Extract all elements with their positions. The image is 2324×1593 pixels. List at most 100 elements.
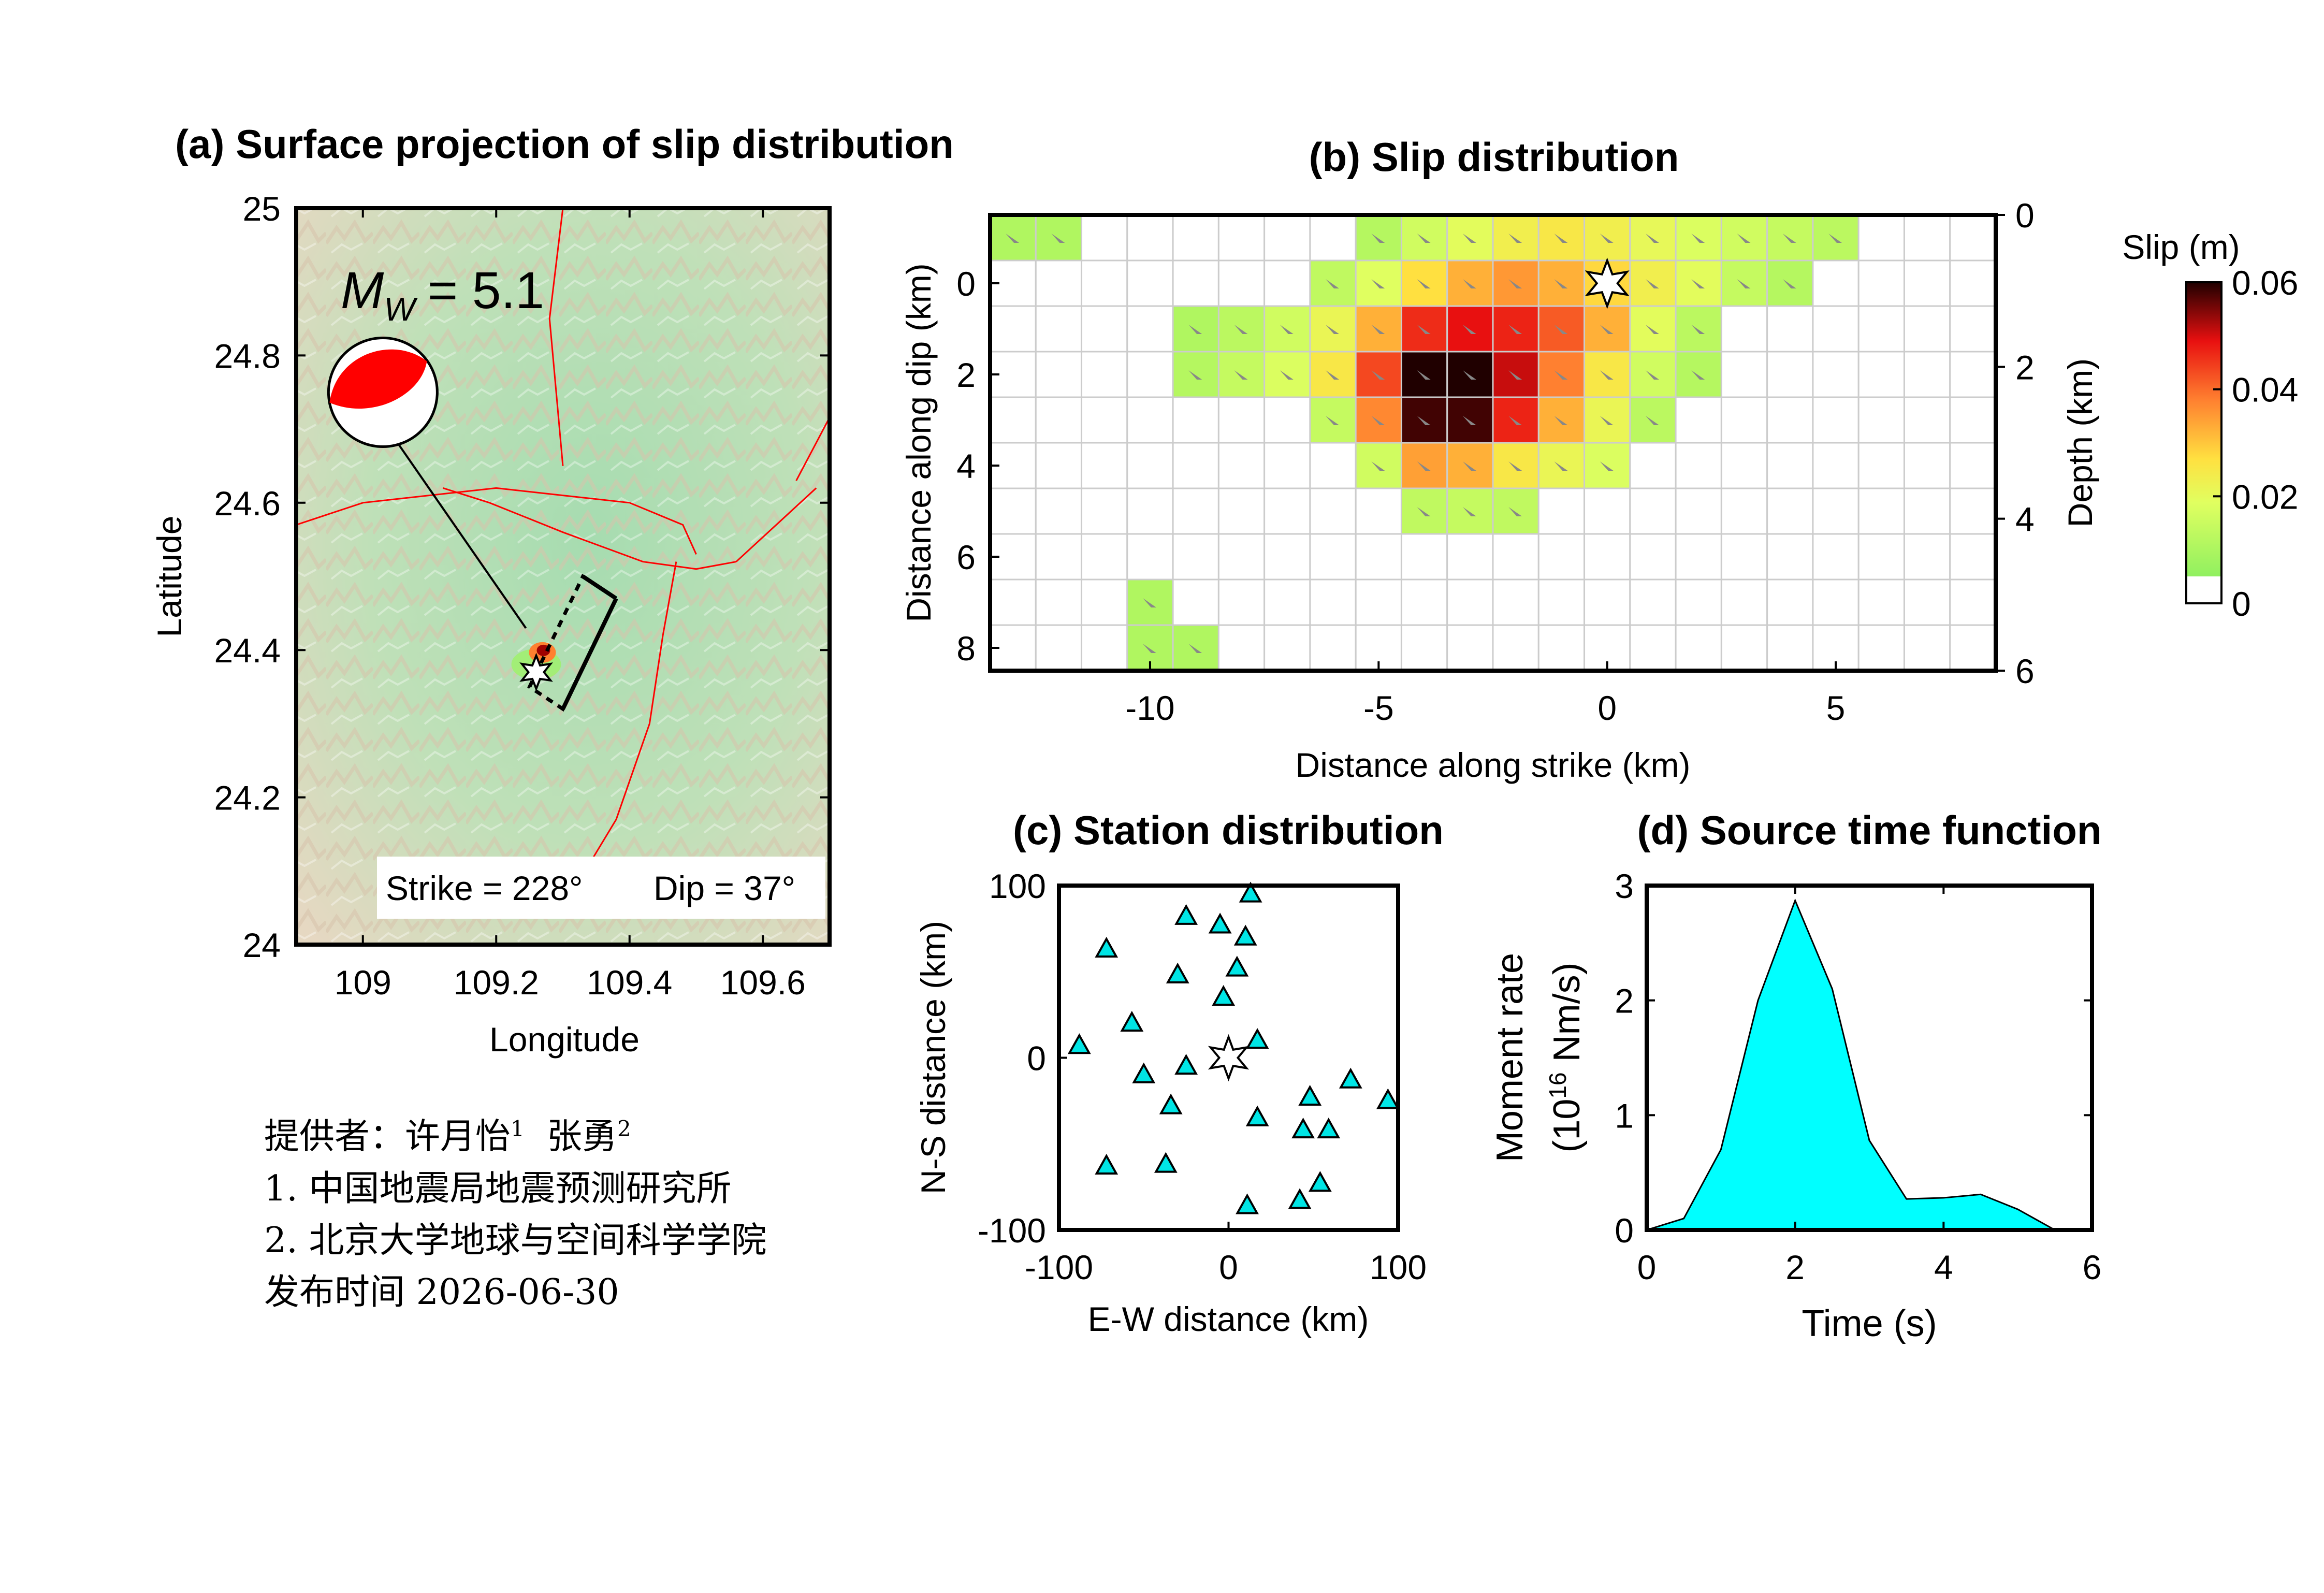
- station-triangle-icon: [1166, 962, 1189, 983]
- slip-cell: [1492, 259, 1539, 307]
- slip-cell: [1812, 396, 1860, 444]
- terrain-relief: [296, 208, 830, 945]
- station-triangle-icon: [1239, 881, 1262, 903]
- slip-cell: [1537, 533, 1586, 581]
- slip-cell: [1812, 487, 1860, 535]
- slip-cell: [1309, 396, 1357, 444]
- fault-strike-edge: [561, 597, 618, 710]
- slip-cell: [1172, 487, 1219, 535]
- slip-cell: [1720, 442, 1768, 489]
- slip-cell: [1492, 214, 1539, 262]
- map-y-tick-label: 24.6: [214, 484, 281, 523]
- slip-cell: [1584, 305, 1631, 353]
- colorbar-tick-label: 0.02: [2232, 477, 2298, 516]
- colorbar-tick-label: 0.04: [2232, 371, 2298, 409]
- rake-arrow-icon: [1645, 416, 1659, 425]
- slip-cell: [1629, 305, 1677, 353]
- rake-arrow-icon: [1462, 507, 1476, 516]
- slip-cell: [1263, 214, 1311, 262]
- slip-cell: [1172, 578, 1219, 626]
- depth-label: Depth (km): [2061, 358, 2099, 527]
- rake-arrow-icon: [1508, 325, 1522, 334]
- station-x-tick-label: 100: [1370, 1248, 1427, 1286]
- colorbar-tick-label: 0: [2232, 585, 2251, 623]
- panel-a-map: (a) Surface projection of slip distribut…: [150, 121, 954, 1059]
- stf-line: [1646, 898, 2056, 1231]
- rake-arrow-icon: [1554, 370, 1568, 380]
- slip-cell: [1492, 396, 1539, 444]
- slip-cell: [1584, 533, 1631, 581]
- station-y-tick-label: 100: [989, 867, 1046, 905]
- slip-cell: [1949, 487, 1997, 535]
- slip-cell: [1766, 442, 1814, 489]
- slip-cell: [1309, 533, 1357, 581]
- slip-cell: [1812, 533, 1860, 581]
- slip-cell: [1857, 214, 1905, 262]
- slip-cell: [1766, 487, 1814, 535]
- station-x-tick-label: 0: [1219, 1248, 1238, 1286]
- slip-cell: [1172, 624, 1219, 672]
- slip-cell: [1126, 578, 1174, 626]
- slip-cell: [1675, 578, 1722, 626]
- slip-cell: [1766, 214, 1814, 262]
- slip-cell: [989, 214, 1037, 262]
- slip-cell: [1629, 214, 1677, 262]
- slip-cell: [1492, 305, 1539, 353]
- panel-d-stf: (d) Source time function 0 2 4 6 0 1 2 3 Time (…: [1489, 807, 2102, 1344]
- colorbar-frame: [2185, 281, 2223, 604]
- map-ticks: 109 109.2 109.4 109.6 24 24.2 24.4 24.6 24.8 25: [214, 190, 830, 1002]
- slip-cell: [1263, 396, 1311, 444]
- slip-cell: [1812, 351, 1860, 398]
- stf-x-tick-label: 2: [1785, 1248, 1805, 1286]
- slip-x-tick-label: 0: [1597, 689, 1617, 727]
- slip-cell: [1584, 396, 1631, 444]
- fault-line: [296, 487, 697, 555]
- slip-cell: [1629, 396, 1677, 444]
- rake-arrow-icon: [1142, 644, 1156, 653]
- slip-cell: [1949, 396, 1997, 444]
- slip-cell: [1903, 214, 1951, 262]
- slip-cell: [1720, 305, 1768, 353]
- rake-arrow-icon: [1828, 234, 1842, 243]
- slip-cell: [1355, 305, 1402, 353]
- slip-cell: [1126, 442, 1174, 489]
- colorbar-tick-label: 0.06: [2232, 264, 2298, 302]
- slip-cell: [1172, 305, 1219, 353]
- slip-cell: [1400, 533, 1448, 581]
- slip-y-tick-label: 0: [956, 265, 976, 303]
- rake-arrow-icon: [1600, 416, 1614, 425]
- slip-cell: [1720, 578, 1768, 626]
- slip-cell: [1857, 624, 1905, 672]
- slip-cell: [1309, 624, 1357, 672]
- slip-cell: [1035, 442, 1083, 489]
- slip-cell: [1355, 259, 1402, 307]
- slip-cell: [1126, 351, 1174, 398]
- slip-cell: [1949, 259, 1997, 307]
- slip-cell: [1675, 533, 1722, 581]
- rake-arrow-icon: [1691, 370, 1705, 380]
- slip-cell: [1857, 487, 1905, 535]
- stf-frame: [1645, 884, 2094, 1232]
- slip-cell: [1492, 442, 1539, 489]
- slip-cell: [1492, 351, 1539, 398]
- slip-cell: [1949, 533, 1997, 581]
- station-triangle-icon: [1376, 1088, 1400, 1109]
- slip-cell: [1446, 578, 1494, 626]
- slip-cell: [1857, 305, 1905, 353]
- slip-cell: [1217, 351, 1266, 398]
- slip-cell: [1766, 305, 1814, 353]
- slip-cell: [1857, 259, 1905, 307]
- depth-tick-label: 6: [2015, 652, 2035, 690]
- map-x-tick-label: 109: [335, 963, 391, 1002]
- slip-overlay: [1585, 257, 1630, 309]
- slip-cell: [1537, 396, 1586, 444]
- slip-cell: [1492, 487, 1539, 535]
- slip-cell: [1446, 487, 1494, 535]
- slip-cell: [1263, 351, 1311, 398]
- rake-arrow-icon: [1417, 507, 1431, 516]
- map-x-tick-label: 109.4: [587, 963, 672, 1002]
- slip-cell: [1035, 578, 1083, 626]
- stf-x-tick-label: 6: [2083, 1248, 2102, 1286]
- slip-cell: [1629, 533, 1677, 581]
- slip-cell: [1035, 305, 1083, 353]
